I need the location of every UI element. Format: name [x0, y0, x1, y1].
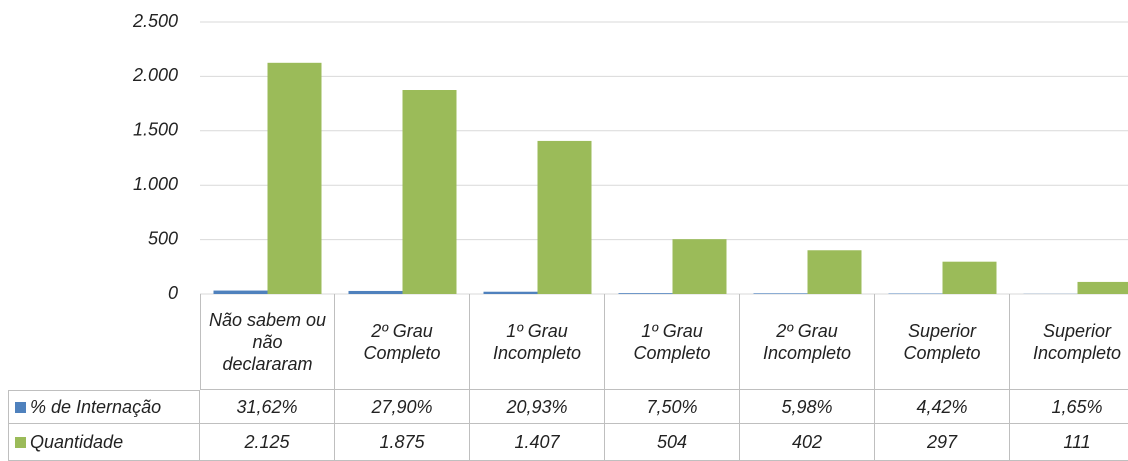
bar [942, 261, 997, 294]
bar [537, 140, 592, 294]
bar [402, 90, 457, 294]
category-cell: Não sabem ou não declararam [200, 294, 335, 390]
value-cell: 1.875 [335, 424, 470, 461]
category-cell: 1º Grau Completo [605, 294, 740, 390]
legend-label: Quantidade [30, 432, 124, 452]
value-cell: 7,50% [605, 390, 740, 424]
value-cell: 297 [875, 424, 1010, 461]
bar [1077, 281, 1128, 294]
bar [213, 290, 268, 294]
bar [618, 293, 673, 294]
category-cell: 2º Grau Incompleto [740, 294, 875, 390]
category-cell: 2º Grau Completo [335, 294, 470, 390]
value-cell: 402 [740, 424, 875, 461]
value-cell: 5,98% [740, 390, 875, 424]
value-cell: 20,93% [470, 390, 605, 424]
category-cell: Superior Incompleto [1010, 294, 1128, 390]
legend-swatch [15, 436, 26, 448]
y-tick-label: 500 [148, 228, 178, 248]
legend-cell: % de Internação [8, 390, 200, 424]
legend-label: % de Internação [30, 397, 162, 417]
y-tick-label: 1.000 [133, 174, 178, 194]
bar [267, 62, 322, 294]
value-cell: 4,42% [875, 390, 1010, 424]
value-cell: 1,65% [1010, 390, 1128, 424]
y-tick-label: 2.500 [132, 11, 178, 31]
y-tick-label: 0 [168, 283, 178, 303]
bar [348, 290, 403, 294]
value-cell: 2.125 [200, 424, 335, 461]
category-cell: Superior Completo [875, 294, 1010, 390]
bar [483, 291, 538, 294]
legend-swatch [15, 401, 26, 413]
bar [672, 239, 727, 294]
bar [807, 250, 862, 294]
value-cell: 1.407 [470, 424, 605, 461]
y-tick-label: 1.500 [133, 120, 178, 140]
y-tick-label: 2.000 [132, 65, 178, 85]
legend-cell: Quantidade [8, 424, 200, 461]
value-cell: 504 [605, 424, 740, 461]
value-cell: 111 [1010, 424, 1128, 461]
category-cell: 1º Grau Incompleto [470, 294, 605, 390]
value-cell: 31,62% [200, 390, 335, 424]
value-cell: 27,90% [335, 390, 470, 424]
bar [753, 293, 808, 294]
